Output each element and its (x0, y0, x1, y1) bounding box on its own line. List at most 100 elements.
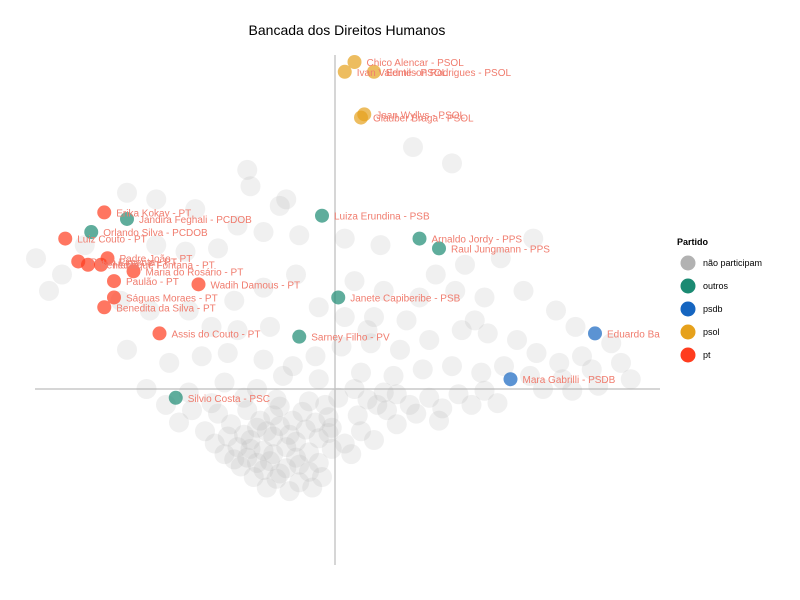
background-point (526, 343, 547, 364)
axes (35, 55, 660, 565)
highlighted-point (292, 329, 307, 344)
background-point (234, 424, 254, 445)
background-point (253, 459, 274, 480)
background-point (263, 426, 284, 447)
highlighted-point (503, 372, 518, 387)
background-point (253, 440, 274, 461)
background-point (474, 287, 495, 308)
highlighted-point (107, 274, 121, 289)
background-point (276, 189, 297, 210)
background-point (26, 248, 46, 269)
background-point (117, 182, 137, 203)
background-point (282, 356, 303, 377)
background-point (169, 412, 189, 433)
background-point (425, 264, 446, 285)
background-point (513, 280, 534, 301)
background-point (572, 346, 592, 367)
background-point (308, 428, 329, 449)
highlighted-point (97, 300, 112, 315)
background-point (224, 290, 245, 311)
background-point (334, 307, 355, 328)
background-point (477, 323, 498, 344)
background-point (546, 300, 566, 321)
background-point (279, 481, 300, 502)
point-label: Silvio Costa - PSC (188, 394, 270, 405)
background-point (344, 379, 365, 399)
background-point (451, 320, 472, 341)
point-label: Luiz Couto - PT (77, 235, 146, 246)
background-point (237, 159, 258, 180)
highlighted-point (354, 110, 368, 125)
point-label: Arnaldo Jordy - PPS (432, 235, 523, 246)
background-point (273, 365, 293, 386)
highlighted-point (331, 290, 346, 305)
background-point (214, 444, 235, 465)
background-point (185, 199, 206, 220)
background-point (289, 472, 310, 493)
point-label: Glauber Braga - PSOL (373, 114, 474, 125)
point-label: Wadih Damous - PT (211, 280, 301, 291)
background-point (253, 277, 274, 298)
background-point (201, 393, 222, 414)
background-point (263, 444, 284, 465)
background-point (357, 389, 378, 410)
background-point (227, 437, 248, 458)
point-label: Ivan Valente - PSOL (357, 68, 448, 79)
point-label: Henrique Fontana - PT (113, 261, 215, 272)
background-point (175, 241, 196, 262)
background-point (286, 264, 306, 285)
background-point (549, 352, 570, 373)
background-point (419, 387, 440, 408)
background-point (208, 403, 228, 424)
background-point (308, 297, 329, 318)
background-point (201, 316, 222, 337)
background-point (494, 356, 514, 377)
legend-title: Partido (677, 237, 709, 247)
background-point (263, 405, 284, 426)
highlighted-point (84, 225, 99, 240)
legend-swatch (680, 255, 696, 271)
background-point (266, 468, 287, 489)
background-points (26, 137, 641, 502)
background-point (117, 339, 137, 360)
background-point (227, 215, 248, 236)
background-point (139, 300, 160, 321)
point-label: Paulo Pimenta - PT (90, 257, 177, 268)
highlighted-point (126, 264, 141, 279)
background-point (442, 153, 462, 174)
background-point (289, 454, 310, 475)
highlighted-point (97, 205, 112, 220)
background-point (276, 437, 297, 458)
background-point (234, 387, 254, 408)
point-label: Assis do Couto - PT (172, 329, 261, 340)
background-point (383, 365, 404, 386)
background-point (217, 426, 238, 447)
background-point (377, 400, 397, 421)
background-point (178, 300, 199, 321)
background-point (364, 430, 384, 451)
background-point (321, 438, 342, 459)
background-point (214, 372, 235, 393)
background-point (455, 254, 475, 275)
background-point (412, 359, 433, 380)
background-point (305, 346, 326, 367)
point-label: Mara Gabrilli - PSDB (523, 375, 616, 386)
background-point (331, 336, 352, 357)
background-point (159, 352, 180, 373)
background-point (321, 417, 342, 438)
highlighted-point (152, 326, 167, 341)
background-point (295, 419, 316, 440)
background-point (247, 417, 267, 438)
background-point (562, 380, 583, 401)
background-point (364, 307, 384, 328)
highlighted-point (347, 55, 362, 69)
background-point (442, 356, 462, 377)
background-point (370, 235, 391, 256)
highlighted-point (120, 211, 134, 226)
background-point (406, 403, 427, 424)
point-label: Erika Kokay - PT (116, 208, 191, 219)
background-point (318, 407, 339, 428)
background-point (403, 137, 423, 158)
chart-title: Bancada dos Direitos Humanos (249, 22, 446, 38)
point-label: Benedita da Silva - PT (116, 303, 216, 314)
